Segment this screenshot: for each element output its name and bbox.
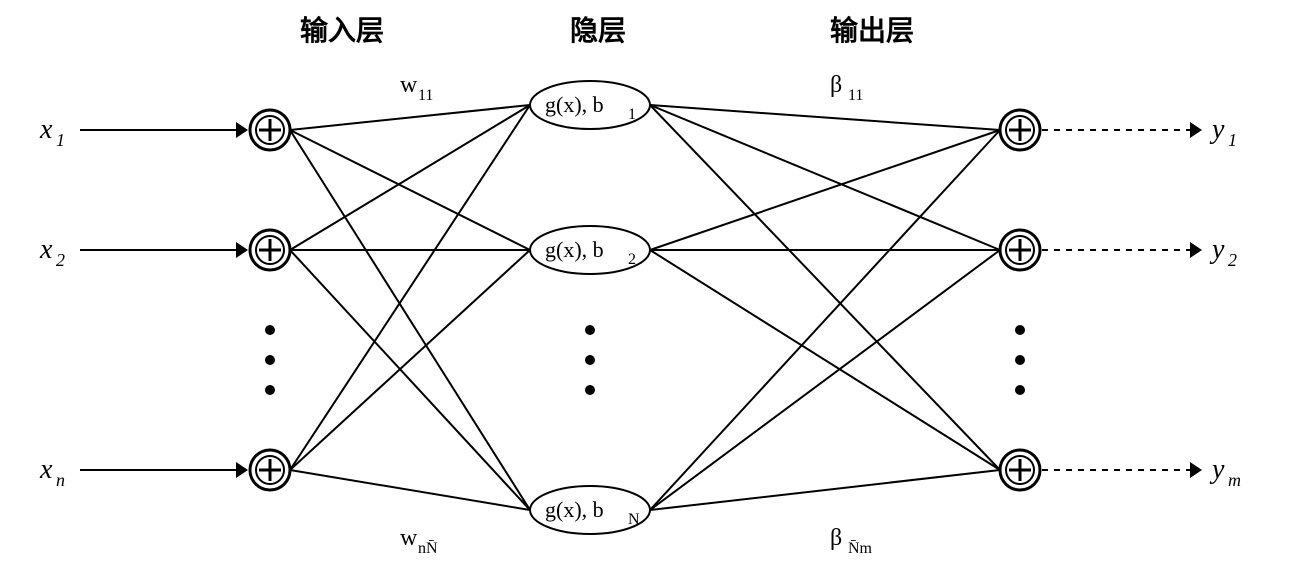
svg-text:β: β [830,525,842,551]
ellipsis-dot [585,325,595,335]
svg-text:g(x), b: g(x), b [545,497,604,522]
input-sum-0 [250,110,290,150]
ellipsis-dot [1015,355,1025,365]
svg-text:y: y [1209,114,1225,145]
svg-text:β: β [830,72,842,98]
svg-text:1: 1 [56,130,65,150]
input-sum-1 [250,230,290,270]
svg-text:11: 11 [848,87,863,104]
hidden-node-1: g(x), b 2 [530,226,650,274]
input-label-2: xn [39,454,65,490]
layer-label-hidden: 隐层 [570,15,626,47]
output-sum-1 [1000,230,1040,270]
svg-text:1: 1 [628,106,636,123]
input-label-1: x2 [39,234,65,270]
svg-text:y: y [1209,234,1225,265]
svg-text:2: 2 [1228,250,1237,270]
hidden-node-0: g(x), b 1 [530,81,650,129]
ellipsis-dot [1015,325,1025,335]
ellipsis-dot [265,385,275,395]
output-sum-0 [1000,110,1040,150]
svg-text:x: x [39,454,53,485]
ellipsis-dot [585,385,595,395]
svg-text:11: 11 [418,87,433,104]
output-label-1: y2 [1209,234,1237,270]
svg-text:x: x [39,114,53,145]
weight-betaNm: β N̄m [830,525,873,557]
weight-wnN: wnN̄ [400,525,438,557]
svg-text:n: n [56,470,65,490]
svg-text:y: y [1209,454,1225,485]
weight-w11: w11 [400,72,433,104]
output-label-0: y1 [1209,114,1237,150]
svg-text:nN̄: nN̄ [418,540,438,557]
input-sum-2 [250,450,290,490]
svg-text:g(x), b: g(x), b [545,237,604,262]
ellipsis-dot [265,325,275,335]
ellipsis-dot [585,355,595,365]
output-label-2: ym [1209,454,1241,490]
svg-text:N: N [628,511,640,528]
output-sum-2 [1000,450,1040,490]
ellipsis-dot [265,355,275,365]
svg-text:w: w [400,525,418,551]
layer-label-output: 输出层 [830,14,914,47]
weight-beta11: β 11 [830,72,863,104]
ellipsis-dot [1015,385,1025,395]
svg-text:N̄m: N̄m [848,540,873,557]
svg-text:g(x), b: g(x), b [545,92,604,117]
svg-text:w: w [400,72,418,98]
input-label-0: x1 [39,114,65,150]
layer-label-input: 输入层 [300,14,384,47]
svg-text:x: x [39,234,53,265]
svg-text:1: 1 [1228,130,1237,150]
svg-text:2: 2 [628,251,636,268]
svg-text:m: m [1228,470,1241,490]
hidden-node-2: g(x), b N [530,486,650,534]
svg-text:2: 2 [56,250,65,270]
